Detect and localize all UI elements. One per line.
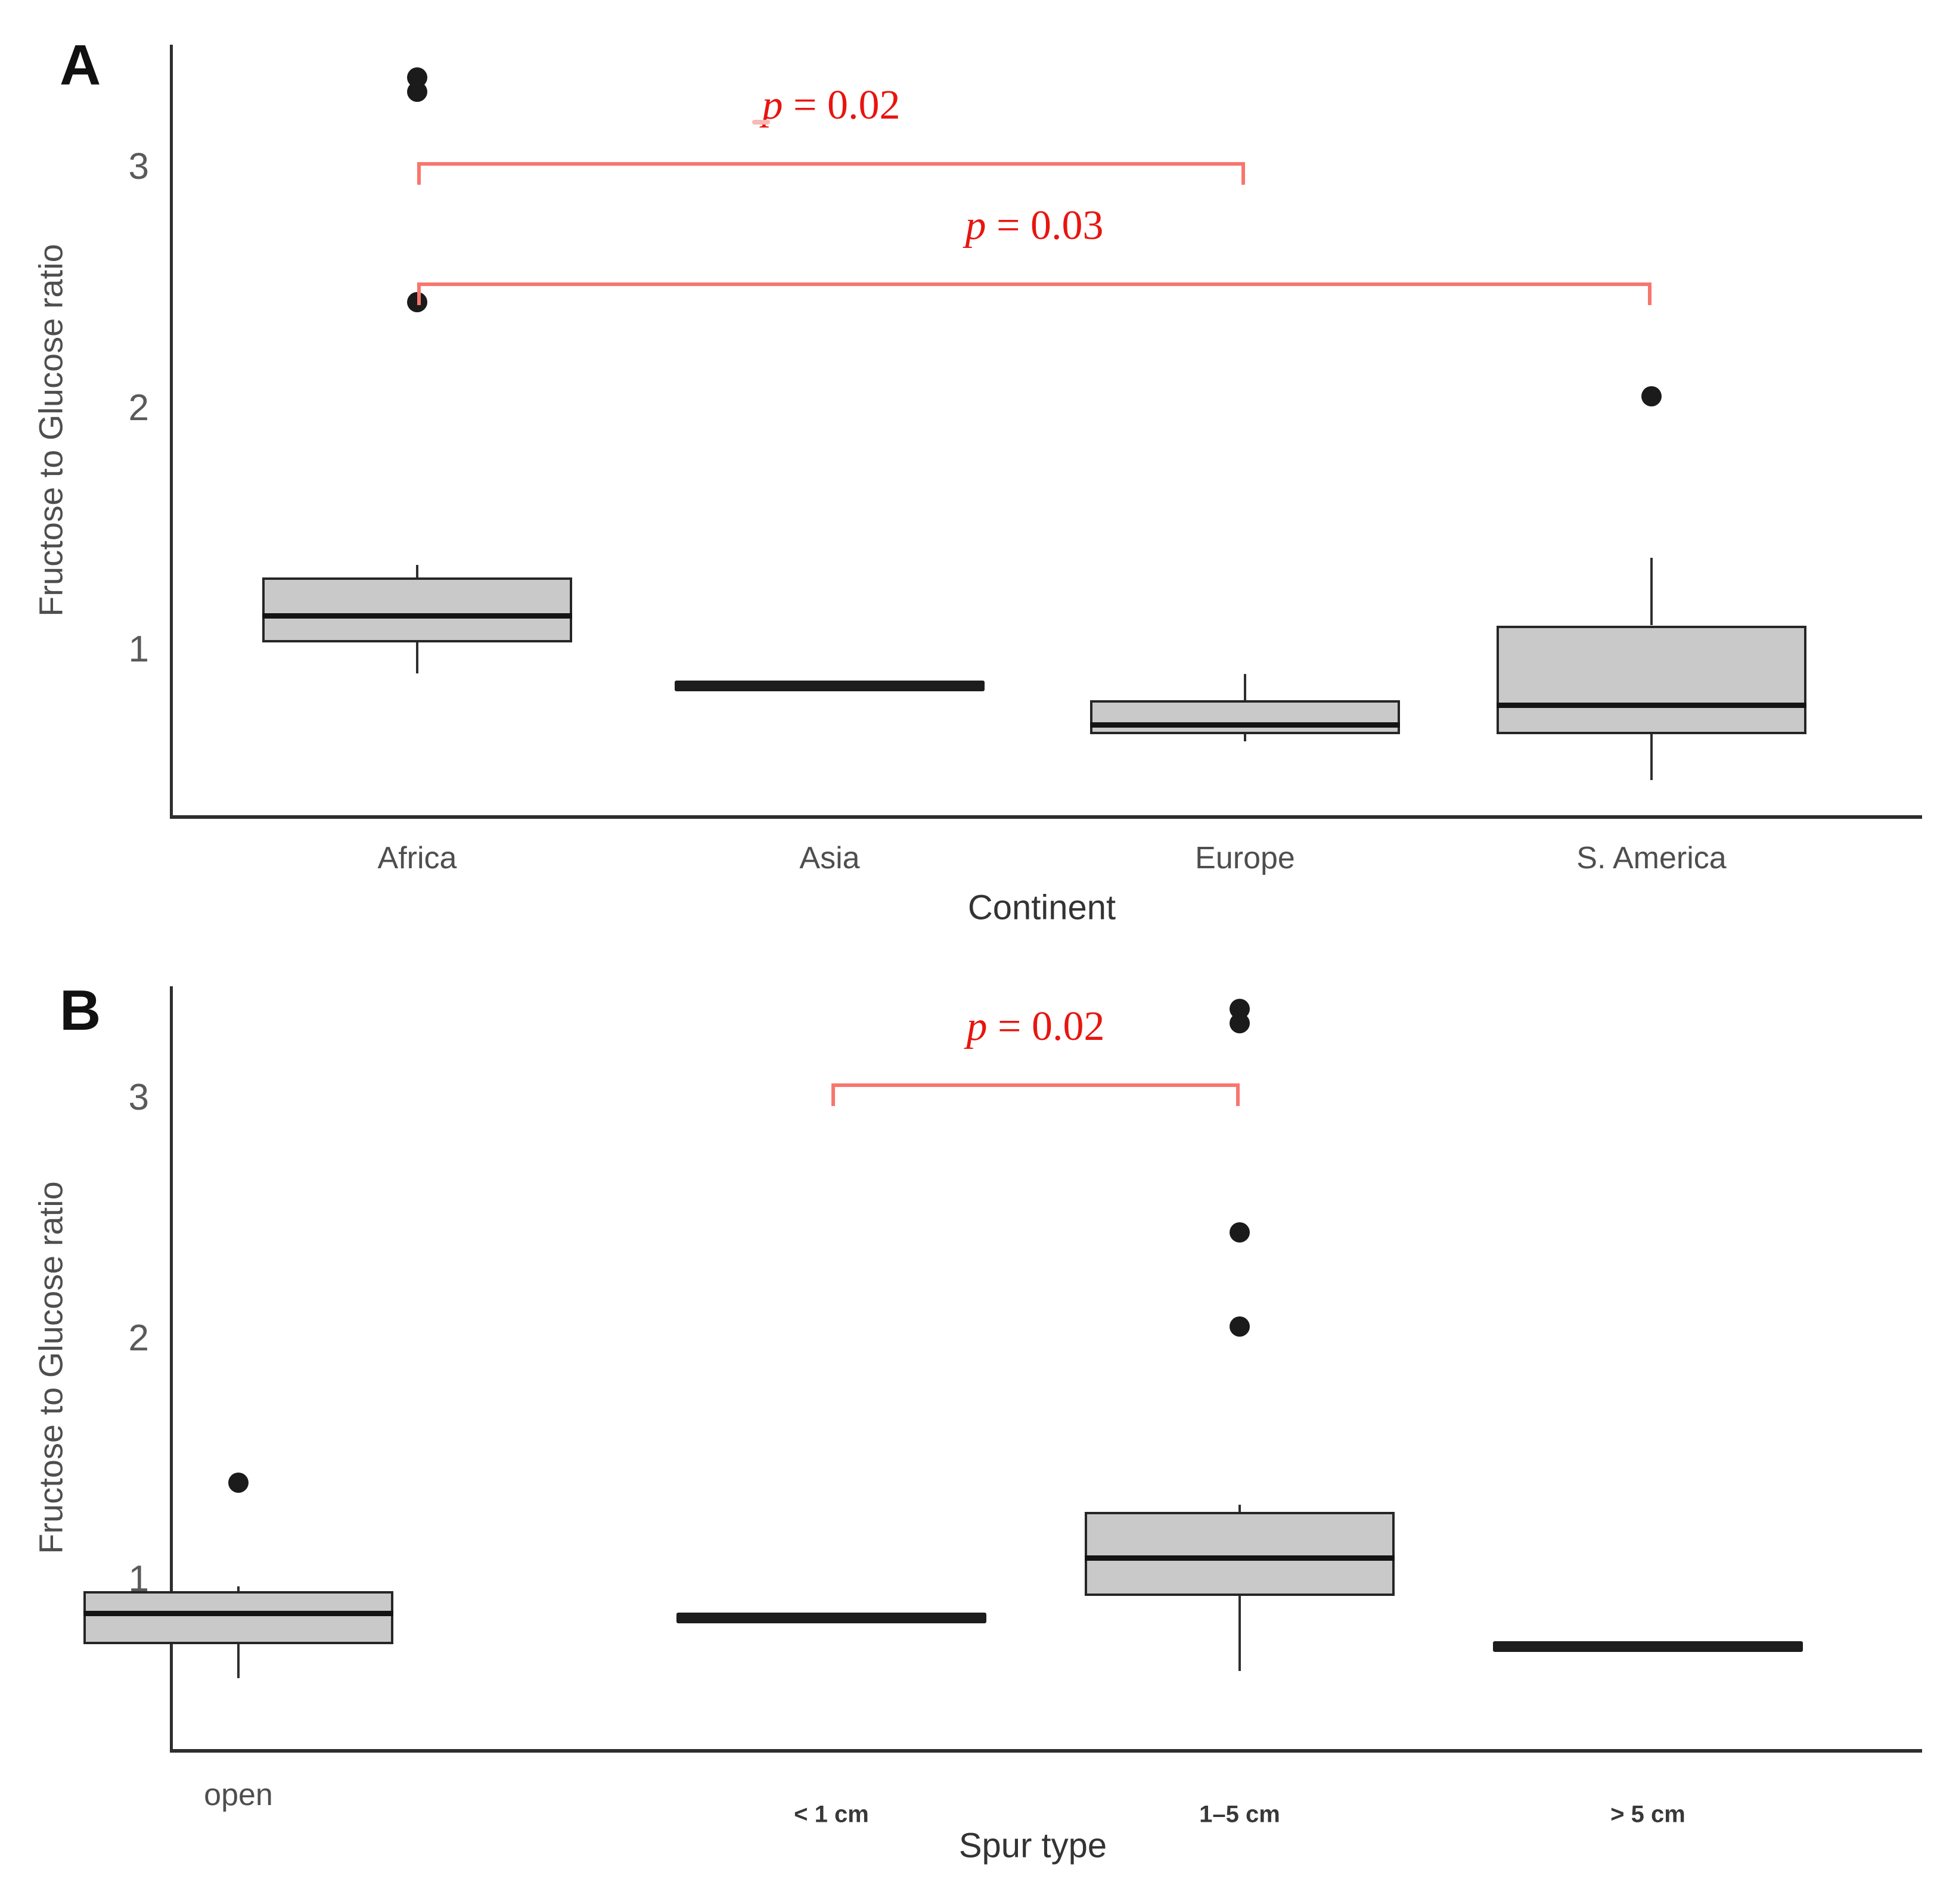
significance-bracket-end [1241,161,1245,185]
panel-b-y-axis-title: Fructose to Glucose ratio [32,1181,70,1554]
y-tick-label: 1 [128,629,149,670]
p-value-label: p = 0.03 [965,203,1104,249]
category-label: 1–5 cm [1199,1801,1280,1828]
p-value-label: p = 0.02 [966,1003,1105,1049]
box-4 [1497,625,1806,734]
outlier-dot [407,82,427,103]
upper-whisker [237,1586,240,1592]
category-label: > 5 cm [1610,1801,1685,1828]
outlier-dot [1230,1222,1250,1243]
panel-b-x-axis-title: Spur type [958,1826,1107,1865]
panel-a-y-axis-line [170,45,173,817]
flat-box-4 [1493,1641,1803,1653]
lower-whisker [1244,734,1246,741]
box-1 [83,1591,393,1645]
category-label: S. America [1576,841,1727,875]
panel-a-letter: A [60,33,101,97]
median-line [83,1610,393,1616]
panel-b-y-axis-line [170,986,173,1751]
outlier-dot [1641,386,1662,406]
median-line [1085,1555,1395,1561]
lower-whisker [237,1644,240,1678]
category-label: < 1 cm [794,1801,869,1828]
significance-bracket-end [1648,282,1651,306]
significance-bracket-bar [831,1083,1240,1087]
panel-b-letter: B [60,979,101,1042]
p-symbol: p [762,82,783,128]
significance-bracket-end [1236,1083,1240,1106]
y-tick-label: 2 [128,387,149,428]
category-label: Africa [377,841,457,875]
p-symbol: p [966,1003,988,1049]
median-line [1497,703,1806,709]
upper-whisker [1238,1504,1241,1512]
significance-bracket-bar [417,161,1245,166]
significance-bracket-bar [417,282,1651,287]
significance-bracket-end [417,161,421,185]
flat-box-2 [676,1612,986,1623]
panel-a-x-axis-line [170,815,1922,819]
lower-whisker [1650,734,1653,780]
outlier-dot [228,1473,249,1493]
significance-bracket-end [417,282,421,306]
lower-whisker [1238,1596,1241,1671]
p-value-label: p = 0.02 [762,82,901,128]
box-1 [262,577,572,642]
p-symbol: p [965,203,986,249]
outlier-dot [1230,1012,1250,1033]
box-3 [1085,1511,1395,1596]
flat-box-2 [675,680,985,691]
panel-a-x-axis-title: Continent [967,888,1116,927]
significance-bracket-end [831,1083,835,1106]
upper-whisker [1650,558,1653,626]
category-label: open [204,1778,273,1812]
median-line [262,613,572,619]
box-3 [1090,700,1400,734]
category-label: Europe [1195,841,1295,875]
stray-mark [752,120,770,125]
lower-whisker [416,642,418,674]
y-tick-label: 3 [128,146,149,187]
median-line [1090,722,1400,728]
panel-b-x-axis-line [170,1749,1922,1753]
y-tick-label: 3 [128,1077,149,1118]
upper-whisker [1244,673,1246,701]
outlier-dot [1230,1316,1250,1337]
category-label: Asia [799,841,860,875]
y-tick-label: 2 [128,1318,149,1359]
y-tick-label: 1 [128,1558,149,1599]
upper-whisker [416,565,418,577]
